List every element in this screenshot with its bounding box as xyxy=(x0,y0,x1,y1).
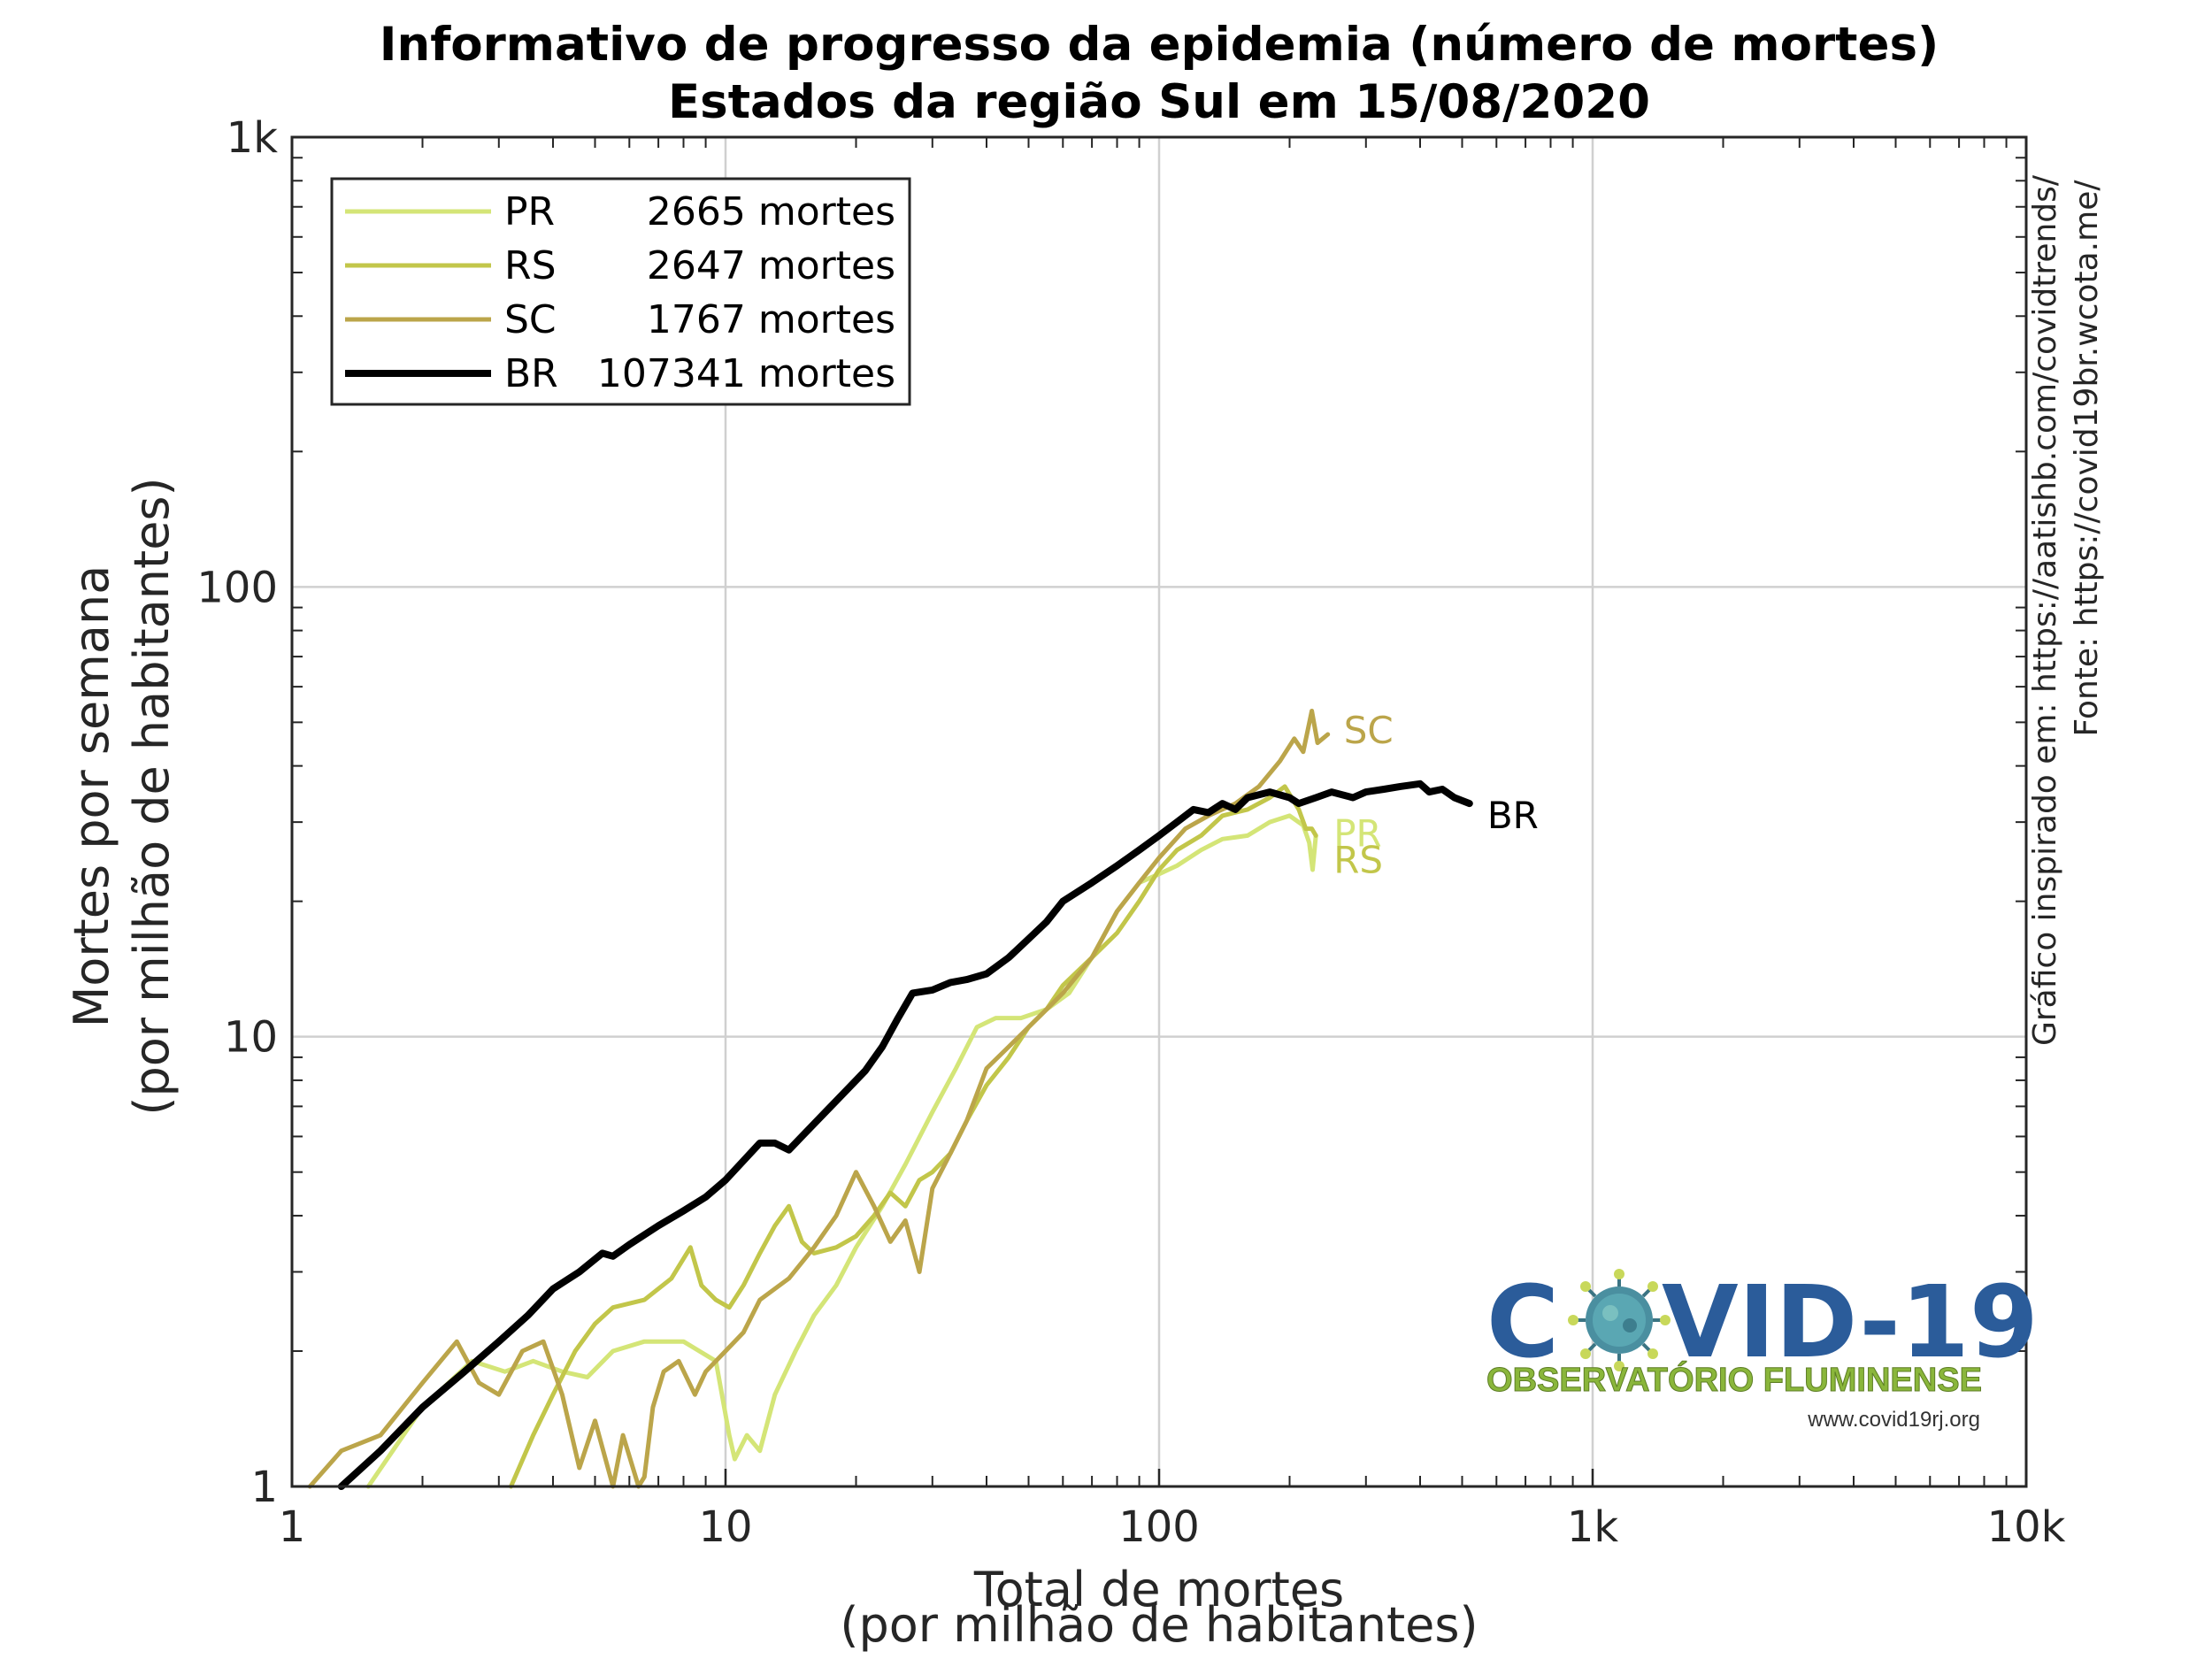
legend-deaths-br: 107341 mortes xyxy=(597,351,895,396)
axes-box xyxy=(290,135,2028,1488)
legend-box xyxy=(330,177,911,406)
x-axis-label-units: (por milhão de habitantes) xyxy=(840,1597,1478,1653)
legend-deaths-rs: 2647 mortes xyxy=(647,243,895,288)
legend-label-sc: SC xyxy=(504,297,557,342)
side-note-source: Fonte: https://covid19br.wcota.me/ xyxy=(2069,180,2105,737)
y-axis-label: Mortes por semana xyxy=(64,565,119,1028)
tick-labels: 1 10 100 1k 10k 1 10 100 1k xyxy=(196,113,2065,1552)
series-line-sc xyxy=(307,709,1331,1489)
series-line-rs xyxy=(509,784,1318,1489)
x-tick-label: 100 xyxy=(1118,1502,1200,1552)
x-tick-label: 10k xyxy=(1987,1502,2066,1552)
legend-label-rs: RS xyxy=(504,243,557,288)
chart-title: Informativo de progresso da epidemia (nú… xyxy=(380,18,1939,72)
x-tick-label: 1k xyxy=(1567,1502,1619,1552)
y-axis-label-units: (por milhão de habitantes) xyxy=(124,477,180,1115)
x-tick-label: 1 xyxy=(279,1502,306,1552)
logo-url: www.covid19rj.org xyxy=(1807,1408,1980,1432)
legend-deaths-pr: 2665 mortes xyxy=(647,189,895,234)
logo-subtitle: OBSERVATÓRIO FLUMINENSE xyxy=(1486,1360,1982,1399)
legend-deaths-sc: 1767 mortes xyxy=(647,297,895,342)
virus-icon xyxy=(1568,1269,1671,1371)
legend-label-br: BR xyxy=(504,351,558,396)
y-tick-label: 100 xyxy=(196,563,278,612)
legend-label-pr: PR xyxy=(504,189,555,234)
y-tick-label: 1 xyxy=(250,1463,278,1512)
covid19-logo: C VID-19 OBSERVATÓ xyxy=(1486,1265,2039,1432)
y-tick-label: 10 xyxy=(224,1013,278,1063)
logo-title-prefix: C xyxy=(1486,1265,1559,1380)
y-tick-label: 1k xyxy=(227,113,279,163)
legend: PR 2665 mortes RS 2647 mortes SC 1767 mortes B… xyxy=(330,177,911,406)
x-axis-label: Total de mortes xyxy=(973,1562,1344,1617)
end-label-pr: PR xyxy=(1333,811,1382,855)
series-line-pr xyxy=(365,813,1318,1489)
x-tick-label: 10 xyxy=(698,1502,752,1552)
side-note-inspired: Gráfico inspirado em: https://aatishb.co… xyxy=(2027,174,2063,1046)
series-lines xyxy=(307,709,1473,1490)
end-label-br: BR xyxy=(1487,794,1539,837)
minor-ticks xyxy=(292,137,2028,1486)
logo-title-suffix: VID-19 xyxy=(1662,1265,2039,1380)
chart-subtitle: Estados da região Sul em 15/08/2020 xyxy=(668,75,1650,129)
end-label-sc: SC xyxy=(1344,709,1394,752)
series-line-br xyxy=(337,780,1473,1490)
end-label-rs: RS xyxy=(1333,838,1383,881)
